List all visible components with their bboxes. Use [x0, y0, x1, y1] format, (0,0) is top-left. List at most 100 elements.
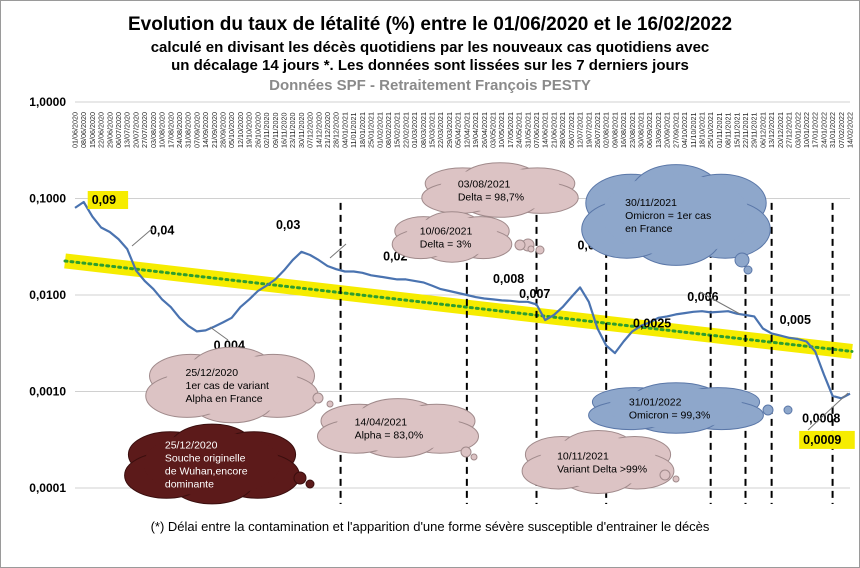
x-tick-label: 06/07/2020: [114, 112, 123, 148]
leader-line: [209, 326, 229, 341]
x-tick-label: 13/12/2021: [767, 112, 776, 148]
x-tick-label: 15/02/2021: [393, 112, 402, 148]
y-tick-label: 0,1000: [29, 192, 66, 206]
x-tick-label: 30/11/2020: [297, 113, 306, 148]
x-tick-label: 09/08/2021: [610, 112, 619, 148]
x-tick-label: 18/01/2021: [358, 112, 367, 148]
chart-source: Données SPF - Retraitement François PEST…: [269, 77, 591, 94]
data-label: 0,005: [780, 313, 811, 327]
series-line: [74, 200, 851, 400]
x-tick-label: 17/08/2020: [166, 112, 175, 148]
x-tick-label: 29/06/2020: [105, 112, 114, 148]
x-tick-label: 12/07/2021: [576, 112, 585, 148]
callout-text: 25/12/2020: [186, 367, 239, 379]
x-tick-label: 28/12/2020: [332, 112, 341, 148]
x-tick-label: 24/08/2020: [175, 112, 184, 148]
x-tick-label: 07/12/2020: [306, 112, 315, 148]
callout-text: 10/06/2021: [420, 226, 473, 238]
x-tick-label: 26/07/2021: [593, 112, 602, 148]
callout-bubble: [460, 446, 472, 458]
x-tick-label: 27/07/2020: [140, 112, 149, 148]
chart-title: Evolution du taux de létalité (%) entre …: [127, 14, 733, 35]
x-tick-label: 03/08/2020: [149, 112, 158, 148]
x-tick-label: 22/02/2021: [401, 112, 410, 148]
x-tick-label: 28/09/2020: [219, 112, 228, 148]
x-tick-label: 22/06/2020: [97, 112, 106, 148]
x-tick-label: 10/05/2021: [497, 112, 506, 148]
callout-bubble: [734, 252, 750, 268]
x-tick-label: 23/08/2021: [628, 112, 637, 148]
x-tick-label: 14/12/2020: [314, 112, 323, 148]
callout-text: Variant Delta >99%: [557, 464, 647, 476]
x-tick-label: 12/10/2020: [236, 112, 245, 148]
callout-body: [405, 216, 499, 258]
callout-body: [538, 436, 658, 488]
x-tick-label: 18/10/2021: [697, 112, 706, 148]
leader-line: [131, 227, 154, 247]
y-tick-label: 1,0000: [29, 95, 66, 109]
x-tick-label: 19/07/2021: [584, 112, 593, 148]
x-tick-label: 27/12/2021: [785, 112, 794, 148]
y-tick-label: 0,0010: [29, 385, 66, 399]
x-tick-label: 06/12/2021: [758, 112, 767, 148]
callout-body: [607, 387, 745, 429]
callout-bubble: [535, 245, 545, 255]
data-label: 0,03: [276, 218, 300, 232]
callout-text: de Wuhan,encore: [165, 466, 248, 478]
leader-line: [807, 392, 849, 431]
x-tick-label: 07/09/2020: [192, 112, 201, 148]
callout-text: 30/11/2021: [625, 197, 677, 209]
x-tick-label: 16/11/2020: [279, 113, 288, 148]
x-tick-label: 17/01/2022: [811, 112, 820, 148]
data-label: 0,04: [150, 223, 174, 237]
x-tick-label: 08/06/2020: [79, 112, 88, 148]
callout-text: Delta = 3%: [420, 239, 472, 251]
callout-text: en France: [625, 223, 672, 235]
x-tick-label: 03/05/2021: [488, 112, 497, 148]
x-tick-label: 19/10/2020: [245, 112, 254, 148]
x-tick-label: 07/06/2021: [532, 112, 541, 148]
callout-text: Omicron = 99,3%: [629, 410, 710, 422]
leader-line: [699, 291, 741, 315]
x-tick-label: 09/11/2020: [271, 113, 280, 148]
x-tick-label: 25/10/2021: [706, 112, 715, 148]
callout-bubble: [326, 400, 334, 408]
callout-text: 1er cas de variant: [186, 380, 270, 392]
x-tick-label: 03/01/2022: [793, 112, 802, 148]
callout-bubble: [312, 392, 324, 404]
callout-text: Souche originelle: [165, 453, 246, 465]
x-tick-label: 26/04/2021: [480, 112, 489, 148]
x-tick-label: 01/06/2020: [71, 112, 80, 148]
x-tick-label: 17/05/2021: [506, 112, 515, 148]
callout-body: [164, 354, 300, 416]
x-tick-label: 14/09/2020: [201, 112, 210, 148]
x-tick-label: 08/11/2021: [724, 113, 733, 148]
callout-bubble: [672, 475, 680, 483]
chart-footnote: (*) Délai entre la contamination et l'ap…: [150, 519, 710, 534]
x-tick-label: 05/10/2020: [227, 112, 236, 148]
x-tick-label: 22/11/2021: [741, 113, 750, 148]
chart-subtitle-line-2: un décalage 14 jours *. Les données sont…: [171, 57, 689, 74]
x-tick-label: 29/11/2021: [750, 113, 759, 148]
x-tick-label: 04/10/2021: [680, 112, 689, 148]
x-tick-label: 06/09/2021: [645, 112, 654, 148]
chart-subtitle-line-1: calculé en divisant les décès quotidiens…: [150, 39, 710, 56]
x-tick-label: 21/09/2020: [210, 112, 219, 148]
x-tick-label: 26/10/2020: [253, 112, 262, 148]
callout-bubble: [659, 469, 671, 481]
callout-bubble: [514, 239, 526, 251]
x-tick-label: 04/01/2021: [340, 112, 349, 148]
callout-body: [602, 174, 750, 256]
x-tick-label: 05/07/2021: [567, 112, 576, 148]
x-tick-label: 10/08/2020: [158, 112, 167, 148]
leader-line: [329, 243, 347, 259]
data-label: 0,008: [493, 272, 524, 286]
callout-bubble: [762, 404, 774, 416]
x-tick-label: 13/07/2020: [123, 112, 132, 148]
x-tick-label: 01/03/2021: [410, 112, 419, 148]
